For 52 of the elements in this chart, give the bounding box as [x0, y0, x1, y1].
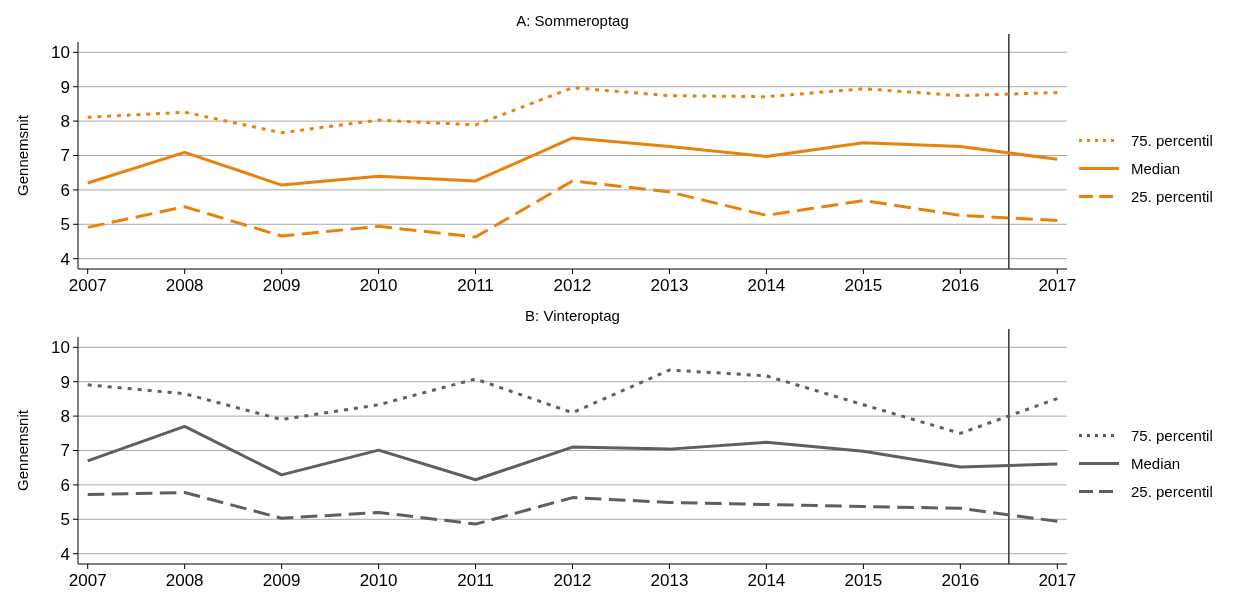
legend-label: Median	[1131, 159, 1181, 177]
y-tick-label: 5	[60, 215, 70, 235]
x-tick-label: 2012	[553, 276, 592, 295]
x-tick-label: 2014	[747, 276, 786, 295]
x-tick-label: 2007	[68, 571, 107, 590]
chart-title: B: Vinteroptag	[525, 307, 620, 324]
x-tick-label: 2016	[941, 571, 980, 590]
x-tick-label: 2011	[457, 571, 494, 590]
y-tick-label: 7	[60, 441, 70, 461]
line-series	[86, 368, 1059, 435]
chart-title: A: Sommeroptag	[516, 12, 629, 29]
y-tick-label: 4	[60, 544, 70, 564]
x-tick-label: 2017	[1038, 276, 1077, 295]
y-tick-label: 8	[60, 407, 70, 427]
x-tick-label: 2009	[262, 571, 301, 590]
x-tick-label: 2008	[165, 571, 204, 590]
line-series	[86, 136, 1059, 187]
x-tick-label: 2010	[359, 276, 398, 295]
x-tick-label: 2012	[553, 571, 592, 590]
x-tick-label: 2015	[844, 571, 883, 590]
legend-label: 25. percentil	[1131, 187, 1213, 205]
x-tick-label: 2007	[68, 276, 107, 295]
x-tick-label: 2011	[457, 276, 494, 295]
line-series	[86, 179, 1059, 239]
y-axis-title: Gennemsnit	[14, 409, 31, 491]
x-tick-label: 2010	[359, 571, 398, 590]
y-tick-label: 9	[60, 77, 70, 97]
y-tick-label: 6	[60, 180, 70, 200]
y-tick-label: 4	[60, 249, 70, 269]
x-tick-label: 2016	[941, 276, 980, 295]
x-tick-label: 2013	[650, 276, 689, 295]
x-tick-label: 2008	[165, 276, 204, 295]
x-tick-label: 2009	[262, 276, 301, 295]
x-tick-label: 2015	[844, 276, 883, 295]
line-series	[86, 490, 1059, 526]
y-tick-label: 9	[60, 372, 70, 392]
y-tick-label: 8	[60, 112, 70, 132]
x-tick-label: 2013	[650, 571, 689, 590]
line-series	[86, 86, 1059, 135]
legend-label: 75. percentil	[1131, 131, 1213, 149]
y-tick-label: 6	[60, 475, 70, 495]
x-tick-label: 2014	[747, 571, 786, 590]
y-tick-label: 5	[60, 510, 70, 530]
legend-label: 75. percentil	[1131, 426, 1213, 444]
y-tick-label: 7	[60, 146, 70, 166]
line-series	[86, 424, 1059, 482]
legend-label: Median	[1131, 454, 1181, 472]
x-tick-label: 2017	[1038, 571, 1077, 590]
y-axis-title: Gennemsnit	[14, 114, 31, 196]
y-tick-label: 10	[51, 43, 70, 63]
y-tick-label: 10	[51, 338, 70, 358]
legend-label: 25. percentil	[1131, 482, 1213, 500]
